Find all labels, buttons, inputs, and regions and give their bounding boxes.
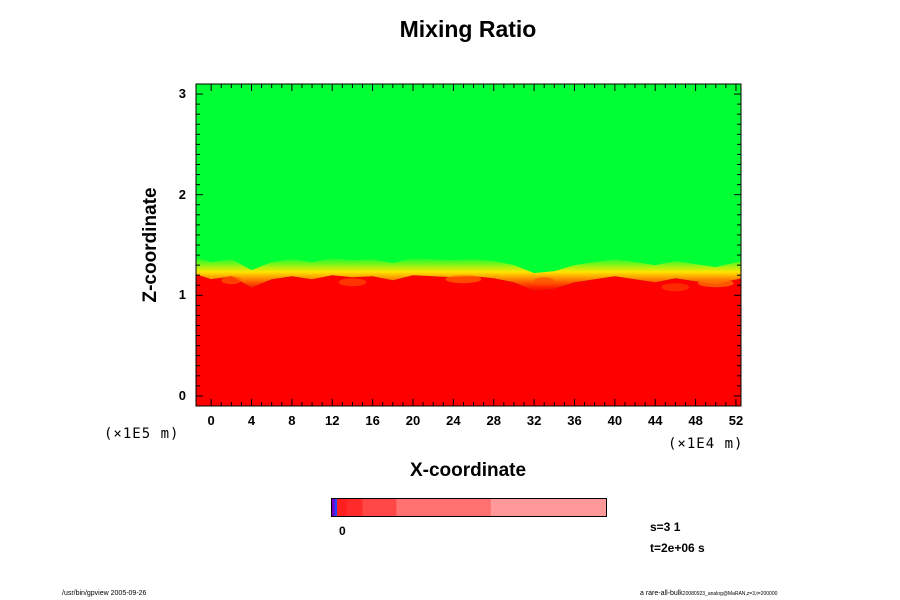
x-tick-label: 0 <box>207 413 215 428</box>
x-tick-label: 16 <box>365 413 380 428</box>
axis-ticks <box>196 84 741 406</box>
footer-right: a rare-all-bulk20080923_analog@MaRAN,z=3… <box>640 590 777 597</box>
eddy-patch <box>445 275 482 284</box>
mixing-layer <box>196 257 741 291</box>
info-step: s=3 1 <box>650 520 681 534</box>
x-axis-title: X-coordinate <box>409 460 527 481</box>
eddy-patch <box>338 278 367 287</box>
info-time: t=2e+06 s <box>650 541 705 555</box>
colorbar-segment <box>362 498 397 517</box>
y-tick-label: 0 <box>178 387 186 403</box>
colorbar-segment <box>490 498 607 517</box>
x-tick-label: 52 <box>728 413 744 428</box>
x-tick-label: 48 <box>688 413 703 428</box>
lower-region <box>196 274 741 406</box>
y-tick-label: 1 <box>178 287 186 303</box>
footer-right-main: a rare-all-bulk <box>640 590 683 597</box>
chart-title: Mixing Ratio <box>399 16 537 42</box>
x-axis-unit: (×1E4 m) <box>668 436 744 452</box>
x-tick-label: 4 <box>247 413 256 428</box>
colorbar-segment <box>346 498 363 517</box>
y-tick-label: 3 <box>178 86 186 102</box>
colorbar-segment <box>396 498 492 517</box>
y-axis-title: Z-coordinate <box>140 187 161 303</box>
colorbar-segment <box>337 498 348 517</box>
footer-left: /usr/bin/gpview 2005-09-26 <box>62 590 147 597</box>
colorbar-label: 0 <box>339 524 346 538</box>
x-tick-label: 28 <box>486 413 501 428</box>
eddy-patch <box>221 276 242 285</box>
eddy-patch <box>661 283 690 292</box>
x-tick-label: 24 <box>446 413 461 428</box>
x-tick-label: 44 <box>647 413 663 428</box>
eddy-patches <box>221 275 734 292</box>
x-tick-label: 40 <box>607 413 623 428</box>
y-tick-label: 2 <box>178 186 186 202</box>
x-tick-label: 32 <box>526 413 542 428</box>
footer-right-small: 20080923_analog@MaRAN,z=3,t=200000 <box>682 591 778 597</box>
x-tick-label: 20 <box>405 413 421 428</box>
x-tick-label: 12 <box>325 413 340 428</box>
x-tick-label: 36 <box>567 413 582 428</box>
y-axis-unit: (×1E5 m) <box>104 426 180 442</box>
eddy-patch <box>697 279 734 288</box>
colorbar-segment <box>331 498 336 517</box>
x-tick-label: 8 <box>288 413 296 428</box>
colorbar-frame <box>331 498 607 517</box>
colorbar-segment <box>334 498 338 517</box>
colorbar <box>331 498 607 517</box>
eddy-patch <box>534 277 555 286</box>
